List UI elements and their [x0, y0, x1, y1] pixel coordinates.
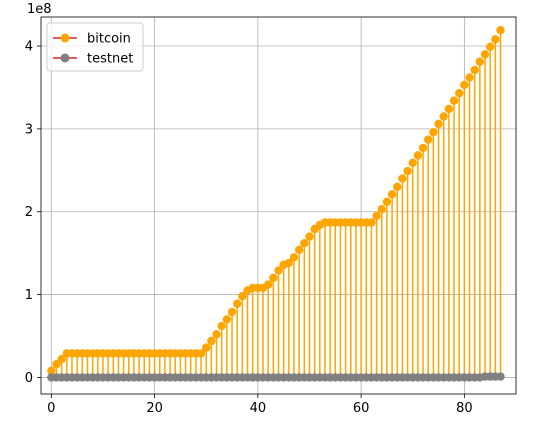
data-point	[455, 89, 464, 98]
y-tick-label: 1	[25, 288, 33, 303]
data-point	[460, 80, 469, 90]
x-tick-label: 20	[146, 401, 163, 416]
legend-label: testnet	[87, 52, 133, 67]
data-point	[470, 65, 479, 75]
y-axis: 0 1 2 3 4	[25, 40, 41, 386]
data-point	[227, 307, 237, 317]
data-point	[449, 96, 459, 105]
legend-box	[46, 22, 144, 72]
data-point	[274, 266, 283, 275]
data-point	[480, 50, 490, 59]
y-tick-label: 2	[25, 205, 33, 220]
data-point	[387, 190, 397, 199]
data-point	[424, 135, 433, 144]
data-point	[393, 182, 402, 192]
data-point	[398, 174, 407, 183]
data-point	[408, 158, 417, 168]
data-point	[57, 355, 66, 364]
data-point	[232, 299, 242, 308]
legend: bitcoin testnet	[46, 22, 144, 72]
x-tick-label: 80	[456, 401, 473, 416]
data-point	[212, 330, 221, 339]
data-point	[367, 218, 376, 227]
data-point	[475, 57, 485, 66]
data-point	[418, 143, 428, 153]
data-point	[413, 151, 423, 160]
data-point	[377, 205, 386, 214]
data-point	[300, 239, 309, 248]
data-point	[222, 315, 232, 324]
legend-label: bitcoin	[87, 32, 131, 47]
data-point	[496, 26, 505, 35]
data-point	[263, 280, 273, 289]
y-tick-label: 3	[25, 122, 33, 137]
data-point	[284, 258, 294, 268]
y-tick-label: 0	[25, 371, 33, 386]
data-point	[289, 253, 299, 262]
data-point	[196, 349, 206, 358]
data-point	[485, 42, 495, 52]
data-point	[207, 336, 216, 346]
data-point	[465, 73, 474, 82]
y-tick-label: 4	[25, 40, 33, 55]
x-tick-label: 60	[353, 401, 370, 416]
series-testnet-markers	[47, 372, 505, 382]
data-point	[47, 366, 56, 375]
data-point	[439, 112, 448, 121]
legend-marker	[60, 53, 70, 63]
data-point	[491, 35, 500, 44]
data-point	[269, 273, 278, 283]
data-point	[294, 245, 304, 255]
x-tick-label: 0	[47, 401, 55, 416]
x-axis: 0 20 40 60 80	[47, 394, 473, 416]
data-point	[238, 292, 247, 301]
plot-area: 0 20 40 60 80 0 1 2 3 4 1e8 bitcoin testnet	[25, 2, 517, 416]
data-point	[429, 127, 438, 137]
data-point	[217, 321, 226, 331]
data-point	[444, 104, 454, 114]
x-tick-label: 40	[250, 401, 267, 416]
data-point	[496, 372, 505, 381]
data-point	[202, 343, 211, 352]
data-point	[372, 211, 381, 221]
legend-marker	[60, 33, 70, 43]
data-point	[382, 197, 392, 206]
data-point	[305, 232, 314, 241]
data-point	[403, 166, 412, 176]
axes-frame	[40, 16, 517, 395]
data-point	[434, 119, 443, 129]
y-offset-label: 1e8	[27, 2, 52, 17]
series-bitcoin-markers	[47, 26, 505, 375]
